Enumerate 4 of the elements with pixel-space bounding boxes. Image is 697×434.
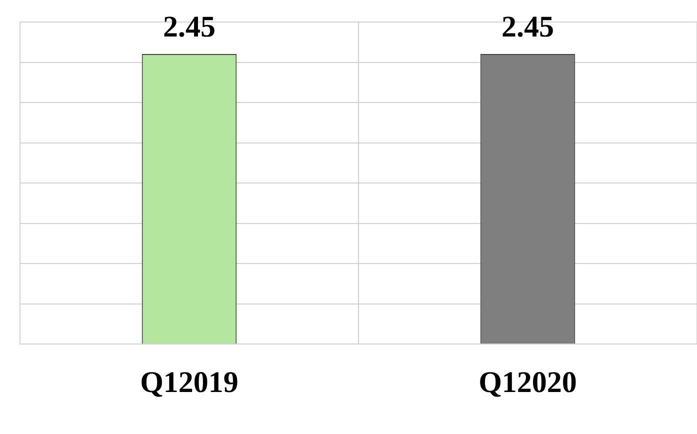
data-label: 2.45 (163, 10, 216, 44)
x-tick-label: Q12019 (140, 366, 238, 399)
x-tick-label: Q12020 (478, 366, 577, 399)
data-label: 2.45 (502, 10, 554, 44)
